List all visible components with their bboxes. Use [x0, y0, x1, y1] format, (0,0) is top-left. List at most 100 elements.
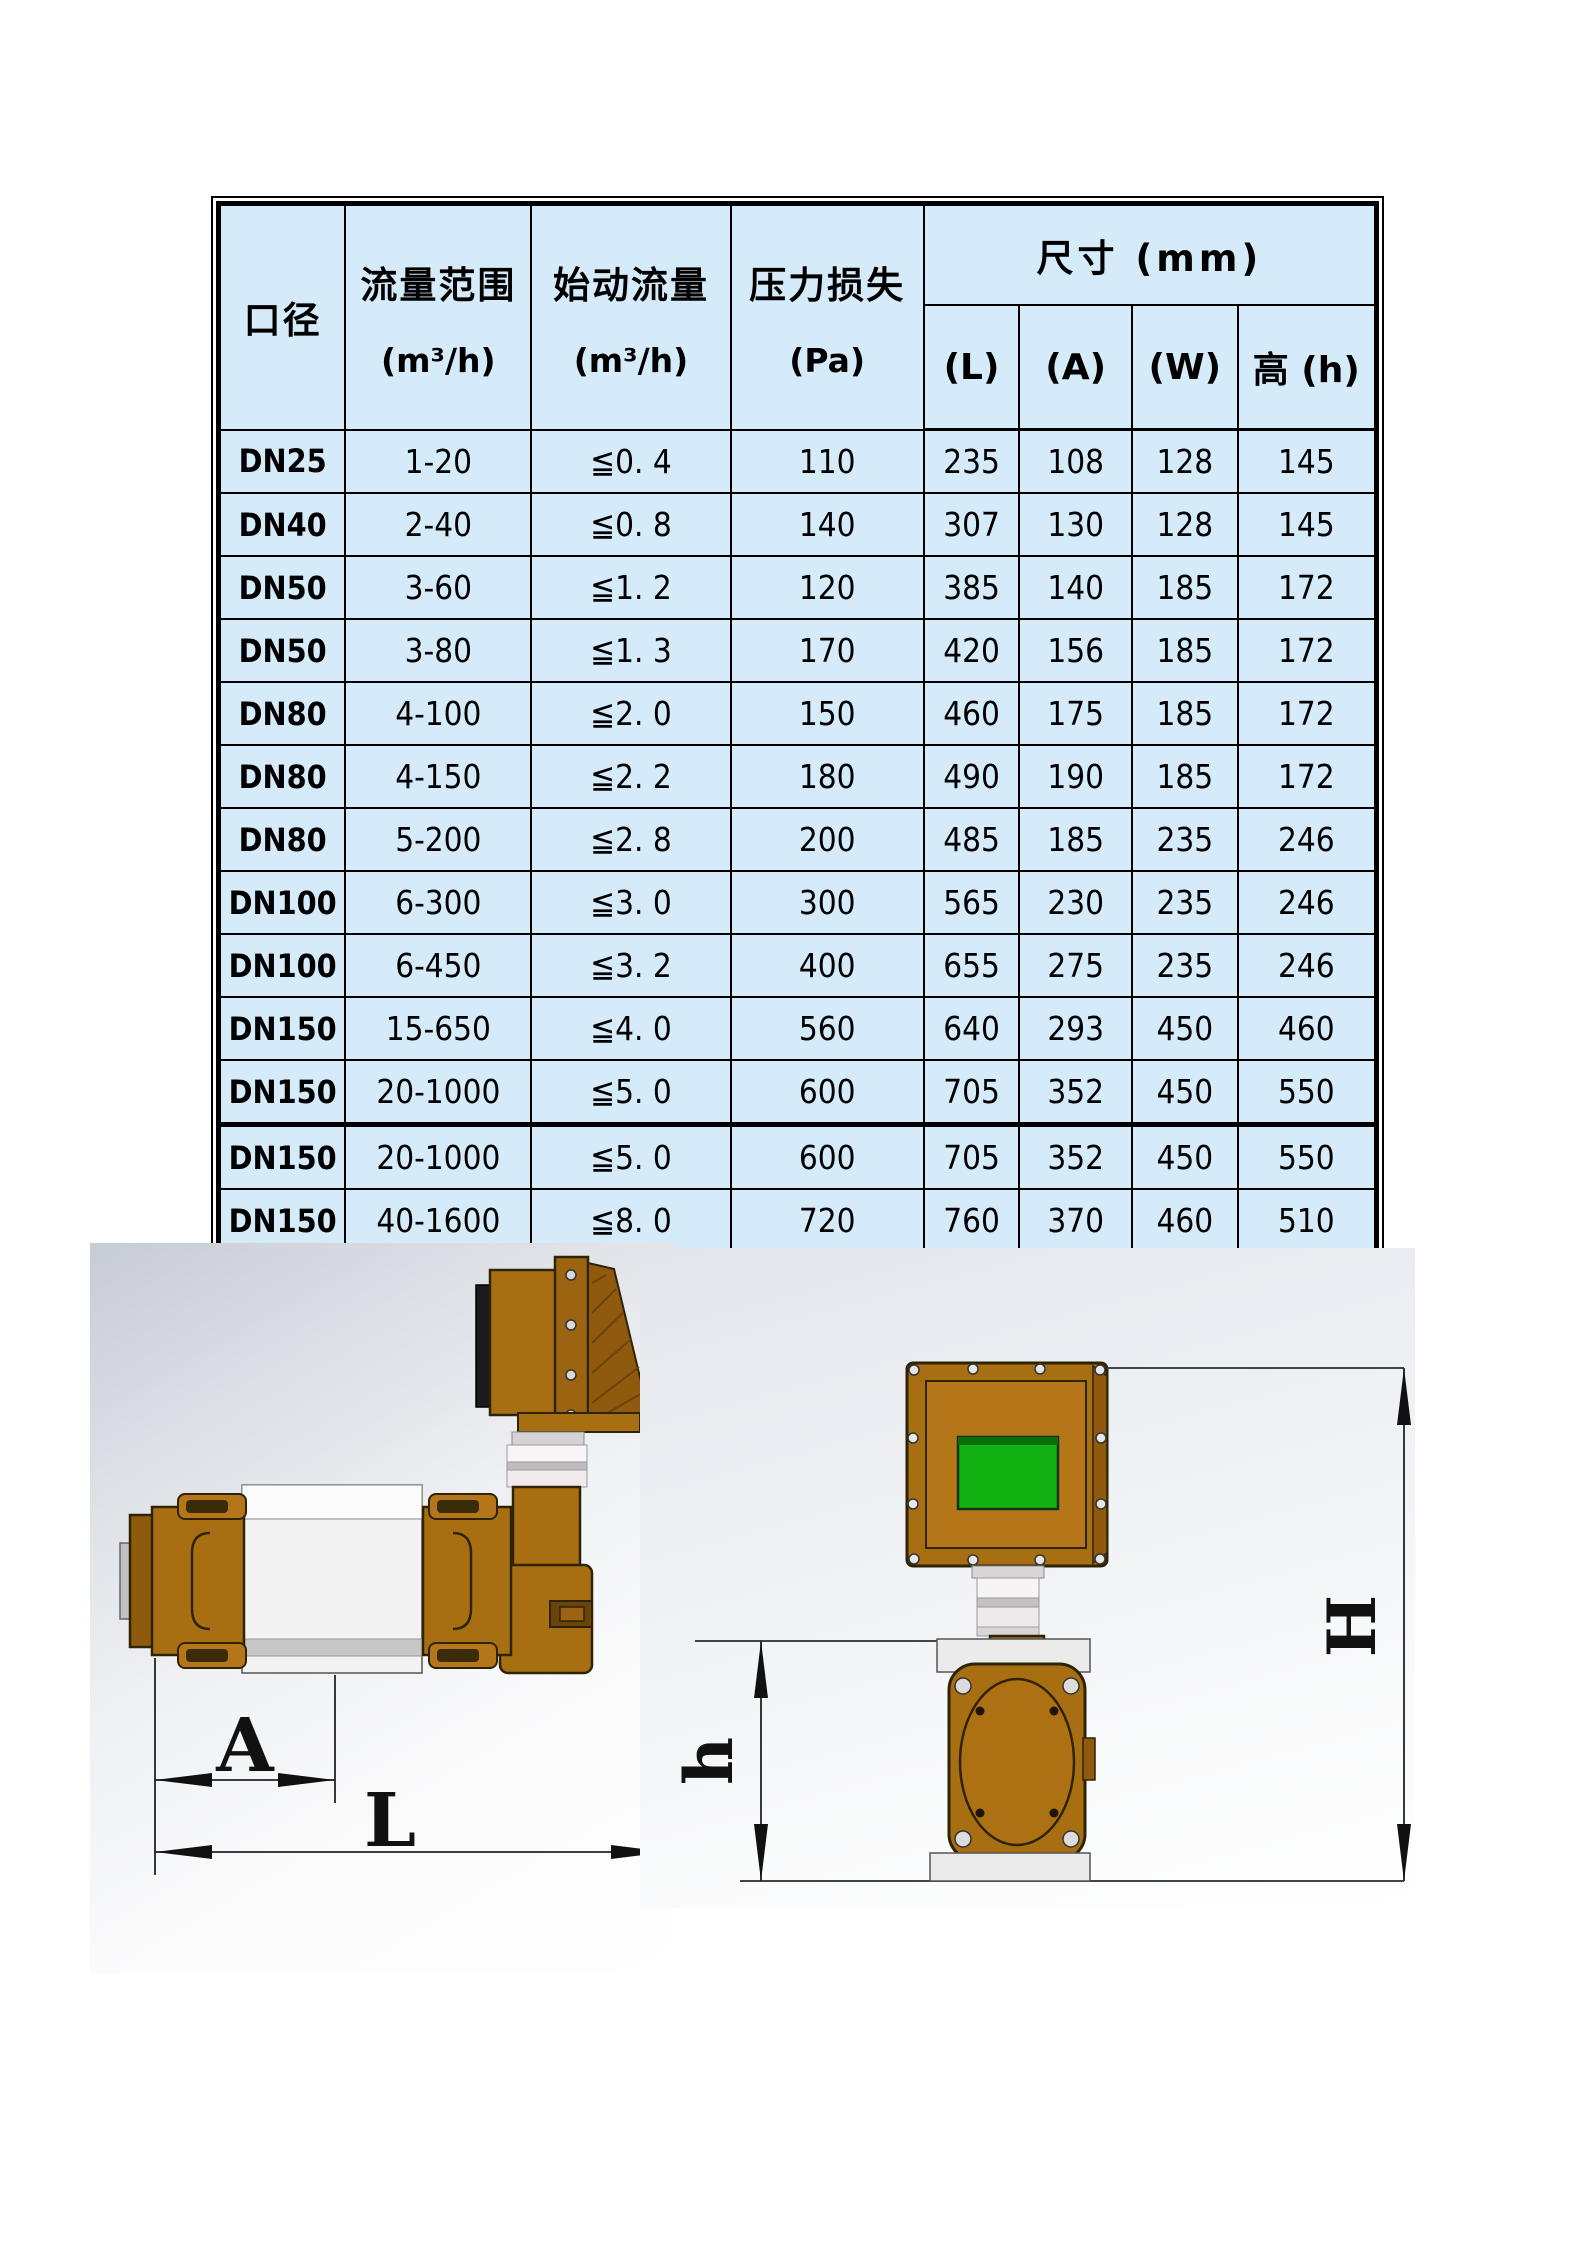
table-row: DN80 4-150 ≦2. 2 180 490 190 185 172 [217, 744, 1378, 809]
col-header-dim-h: 高 (h) [1236, 304, 1378, 431]
front-junction-box [905, 1361, 1109, 1568]
cell-diameter: DN50 [217, 618, 347, 683]
side-meter-body [241, 1484, 423, 1674]
cell-pressure-loss: 720 [729, 1188, 925, 1255]
table-row: DN150 20-1000 ≦5. 0 600 705 352 450 550 [217, 1059, 1378, 1126]
cell-dim-h: 246 [1236, 807, 1378, 872]
cell-dim-h: 246 [1236, 870, 1378, 935]
cell-dim-w: 185 [1130, 681, 1239, 746]
cell-start-flow: ≦0. 4 [530, 428, 732, 494]
table-row: DN50 3-80 ≦1. 3 170 420 156 185 172 [217, 618, 1378, 683]
cell-dim-l: 640 [922, 996, 1021, 1061]
header-row-1: 口径 流量范围 (m³/h) 始动流量 (m³/h) [217, 202, 1378, 431]
cell-flow-range: 20-1000 [344, 1059, 533, 1126]
side-neck [506, 1431, 588, 1488]
side-view-svg: A L [119, 1255, 669, 1879]
front-dimension-arrows [754, 1368, 1411, 1881]
cell-diameter: DN150 [217, 1059, 347, 1126]
cell-diameter: DN100 [217, 933, 347, 998]
table-row: DN150 15-650 ≦4. 0 560 640 293 450 460 [217, 996, 1378, 1061]
cell-dim-w: 450 [1130, 996, 1239, 1061]
front-view-drawing: h H [640, 1248, 1415, 1908]
side-junction-box [475, 1255, 652, 1433]
cell-dim-l: 705 [922, 1122, 1021, 1190]
cell-dim-a: 140 [1018, 555, 1133, 620]
cell-dim-a: 130 [1018, 492, 1133, 557]
cell-dim-a: 352 [1018, 1122, 1133, 1190]
cell-pressure-loss: 150 [729, 681, 925, 746]
table-row: DN80 4-100 ≦2. 0 150 460 175 185 172 [217, 681, 1378, 746]
cell-pressure-loss: 560 [729, 996, 925, 1061]
cell-dim-a: 175 [1018, 681, 1133, 746]
cell-dim-a: 370 [1018, 1188, 1133, 1255]
col-header-flow-range: 流量范围 (m³/h) [344, 202, 533, 431]
cell-dim-h: 550 [1236, 1059, 1378, 1126]
cell-dim-w: 235 [1130, 933, 1239, 998]
cell-pressure-loss: 200 [729, 807, 925, 872]
cell-dim-h: 145 [1236, 428, 1378, 494]
cell-pressure-loss: 600 [729, 1122, 925, 1190]
cell-dim-l: 307 [922, 492, 1021, 557]
side-right-flange [421, 1493, 513, 1669]
col-header-diameter: 口径 [217, 202, 347, 431]
cell-diameter: DN40 [217, 492, 347, 557]
cell-flow-range: 15-650 [344, 996, 533, 1061]
dim-label-a: A [215, 1703, 275, 1789]
cell-flow-range: 4-100 [344, 681, 533, 746]
cell-pressure-loss: 180 [729, 744, 925, 809]
side-elbow [498, 1485, 594, 1675]
table-row: DN50 3-60 ≦1. 2 120 385 140 185 172 [217, 555, 1378, 620]
col-header-flow-range-unit: (m³/h) [381, 340, 496, 380]
front-view-svg: h H [670, 1361, 1411, 1882]
cell-dim-l: 490 [922, 744, 1021, 809]
cell-flow-range: 3-80 [344, 618, 533, 683]
col-header-start-flow: 始动流量 (m³/h) [530, 202, 732, 431]
side-left-flange [119, 1493, 247, 1669]
cell-dim-l: 565 [922, 870, 1021, 935]
cell-diameter: DN80 [217, 807, 347, 872]
cell-dim-w: 235 [1130, 807, 1239, 872]
cell-dim-w: 450 [1130, 1122, 1239, 1190]
cell-dim-h: 172 [1236, 618, 1378, 683]
cell-diameter: DN100 [217, 870, 347, 935]
table-row: DN100 6-300 ≦3. 0 300 565 230 235 246 [217, 870, 1378, 935]
cell-flow-range: 6-300 [344, 870, 533, 935]
cell-dim-l: 385 [922, 555, 1021, 620]
cell-dim-w: 235 [1130, 870, 1239, 935]
cell-flow-range: 3-60 [344, 555, 533, 620]
cell-flow-range: 40-1600 [344, 1188, 533, 1255]
cell-dim-w: 450 [1130, 1059, 1239, 1126]
cell-dim-a: 352 [1018, 1059, 1133, 1126]
cell-dim-h: 550 [1236, 1122, 1378, 1190]
cell-diameter: DN50 [217, 555, 347, 620]
cell-start-flow: ≦3. 0 [530, 870, 732, 935]
cell-dim-w: 185 [1130, 618, 1239, 683]
cell-pressure-loss: 120 [729, 555, 925, 620]
cell-flow-range: 5-200 [344, 807, 533, 872]
cell-dim-w: 128 [1130, 492, 1239, 557]
col-header-start-flow-unit: (m³/h) [573, 340, 689, 380]
cell-pressure-loss: 300 [729, 870, 925, 935]
col-header-flow-range-label: 流量范围 [360, 263, 517, 307]
cell-diameter: DN80 [217, 681, 347, 746]
cell-start-flow: ≦5. 0 [530, 1059, 732, 1126]
side-dimension-arrows [155, 1773, 668, 1859]
cell-dim-h: 246 [1236, 933, 1378, 998]
cell-dim-l: 485 [922, 807, 1021, 872]
cell-start-flow: ≦0. 8 [530, 492, 732, 557]
front-meter-body [947, 1662, 1096, 1862]
cell-diameter: DN25 [217, 428, 347, 494]
cell-dim-a: 293 [1018, 996, 1133, 1061]
front-bottom-plate [929, 1852, 1091, 1882]
table-row: DN100 6-450 ≦3. 2 400 655 275 235 246 [217, 933, 1378, 998]
cell-dim-w: 128 [1130, 428, 1239, 494]
col-header-pressure-loss-unit: (Pa) [789, 340, 866, 380]
cell-flow-range: 2-40 [344, 492, 533, 557]
cell-pressure-loss: 110 [729, 428, 925, 494]
col-header-pressure-loss: 压力损失 (Pa) [729, 202, 925, 431]
cell-dim-l: 460 [922, 681, 1021, 746]
dim-label-l: L [364, 1778, 416, 1864]
col-header-pressure-loss-label: 压力损失 [749, 263, 906, 307]
table-row: DN25 1-20 ≦0. 4 110 235 108 128 145 [217, 428, 1378, 494]
